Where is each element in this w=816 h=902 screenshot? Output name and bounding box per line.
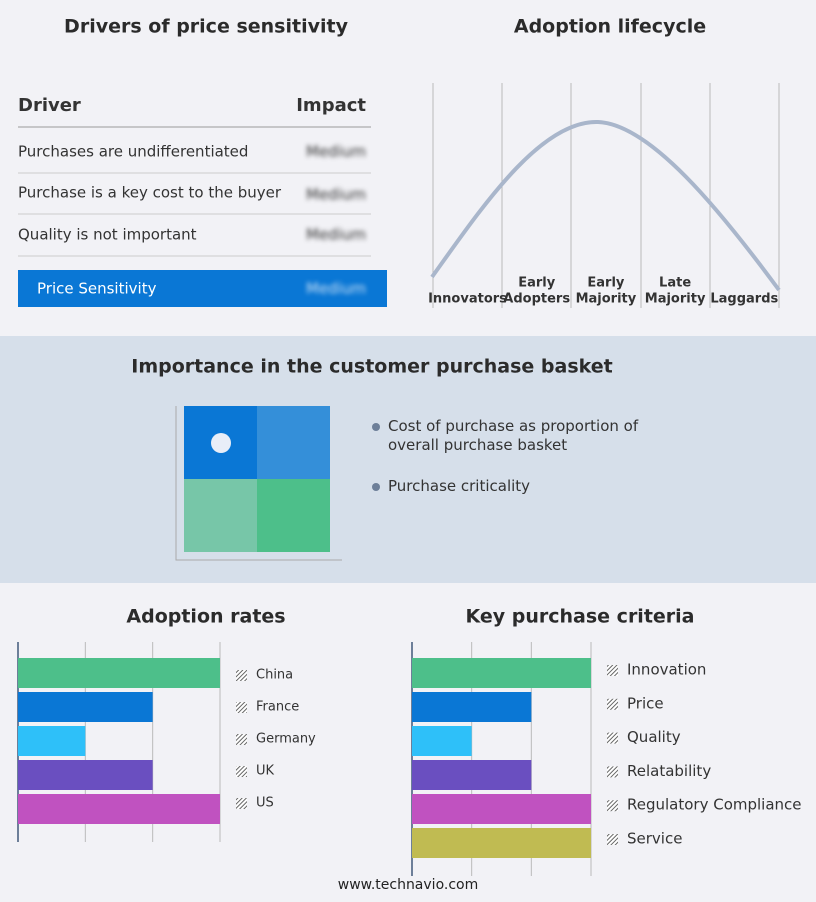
- matrix-cell: [184, 479, 257, 552]
- bar: [412, 760, 532, 790]
- matrix-cell: [257, 406, 330, 479]
- legend-swatch: [607, 665, 618, 676]
- legend-item: Cost of purchase as proportion of overal…: [370, 417, 640, 455]
- stage-labels: InnovatorsEarlyAdoptersEarlyMajorityLate…: [428, 276, 778, 307]
- legend-swatch: [607, 698, 618, 710]
- lifecycle-curve: [430, 119, 781, 292]
- bar: [412, 692, 532, 722]
- legend-label: Service: [627, 830, 682, 848]
- drivers-title: Drivers of price sensitivity: [64, 16, 349, 38]
- legend-swatch: [607, 766, 618, 778]
- legend-label: France: [256, 700, 299, 715]
- bar: [412, 658, 591, 688]
- lifecycle-title: Adoption lifecycle: [514, 16, 706, 38]
- col-header: Impact: [296, 95, 366, 116]
- legend-swatch: [607, 732, 618, 744]
- impact: Medium: [306, 143, 366, 161]
- legend-label: China: [256, 668, 293, 683]
- summary-bar: [18, 270, 387, 307]
- bar: [18, 726, 86, 756]
- footer: www.technavio.com: [338, 877, 479, 893]
- legend-label: Relatability: [627, 762, 711, 780]
- legend-label: US: [256, 796, 274, 811]
- matrix-cell: [257, 479, 330, 552]
- col-header: Driver: [18, 95, 81, 116]
- stage-label: Majority: [576, 292, 637, 307]
- stage-label: Laggards: [710, 292, 778, 307]
- legend-swatch: [236, 766, 247, 777]
- stage-label: Late: [659, 276, 691, 291]
- impact: Medium: [306, 226, 366, 244]
- driver: Quality is not important: [18, 226, 197, 244]
- matrix-axis: [175, 406, 342, 561]
- stage-label: Innovators: [428, 292, 507, 307]
- legend-item: Purchase criticality: [370, 477, 640, 496]
- summary-label: Price Sensitivity: [37, 280, 157, 298]
- legend-swatch: [236, 670, 247, 681]
- stage-label: Majority: [645, 292, 706, 307]
- basket-title: Importance in the customer purchase bask…: [131, 356, 613, 378]
- bar: [18, 692, 153, 722]
- legend-label: Price: [627, 694, 664, 712]
- legend-label: Germany: [256, 732, 316, 747]
- legend-swatch: [236, 798, 247, 809]
- chart-title: Key purchase criteria: [465, 606, 694, 628]
- stage-label: Adopters: [503, 292, 570, 307]
- legend-swatch: [236, 734, 247, 745]
- legend-label: UK: [256, 764, 275, 779]
- summary-impact: Medium: [306, 280, 366, 298]
- bar: [18, 760, 153, 790]
- stage-label: Early: [587, 276, 625, 291]
- driver: Purchase is a key cost to the buyer: [18, 184, 282, 202]
- matrix-dot: [211, 433, 231, 453]
- chart-title: Adoption rates: [126, 606, 285, 628]
- legend-swatch: [607, 834, 618, 845]
- legend-swatch: [236, 702, 247, 713]
- bar: [412, 794, 591, 824]
- bar: [18, 794, 220, 824]
- lifecycle-grid: [432, 83, 780, 308]
- legend-label: Quality: [627, 728, 681, 746]
- basket-band: [0, 336, 816, 583]
- basket-legend: Cost of purchase as proportion of overal…: [370, 417, 640, 518]
- bar: [412, 726, 472, 756]
- stage-label: Early: [518, 276, 556, 291]
- legend-swatch: [607, 800, 618, 812]
- driver: Purchases are undifferentiated: [18, 143, 248, 161]
- bar: [18, 658, 220, 688]
- legend-label: Regulatory Compliance: [627, 796, 802, 814]
- legend-label: Innovation: [627, 661, 706, 679]
- impact: Medium: [306, 186, 366, 204]
- bar: [412, 828, 591, 858]
